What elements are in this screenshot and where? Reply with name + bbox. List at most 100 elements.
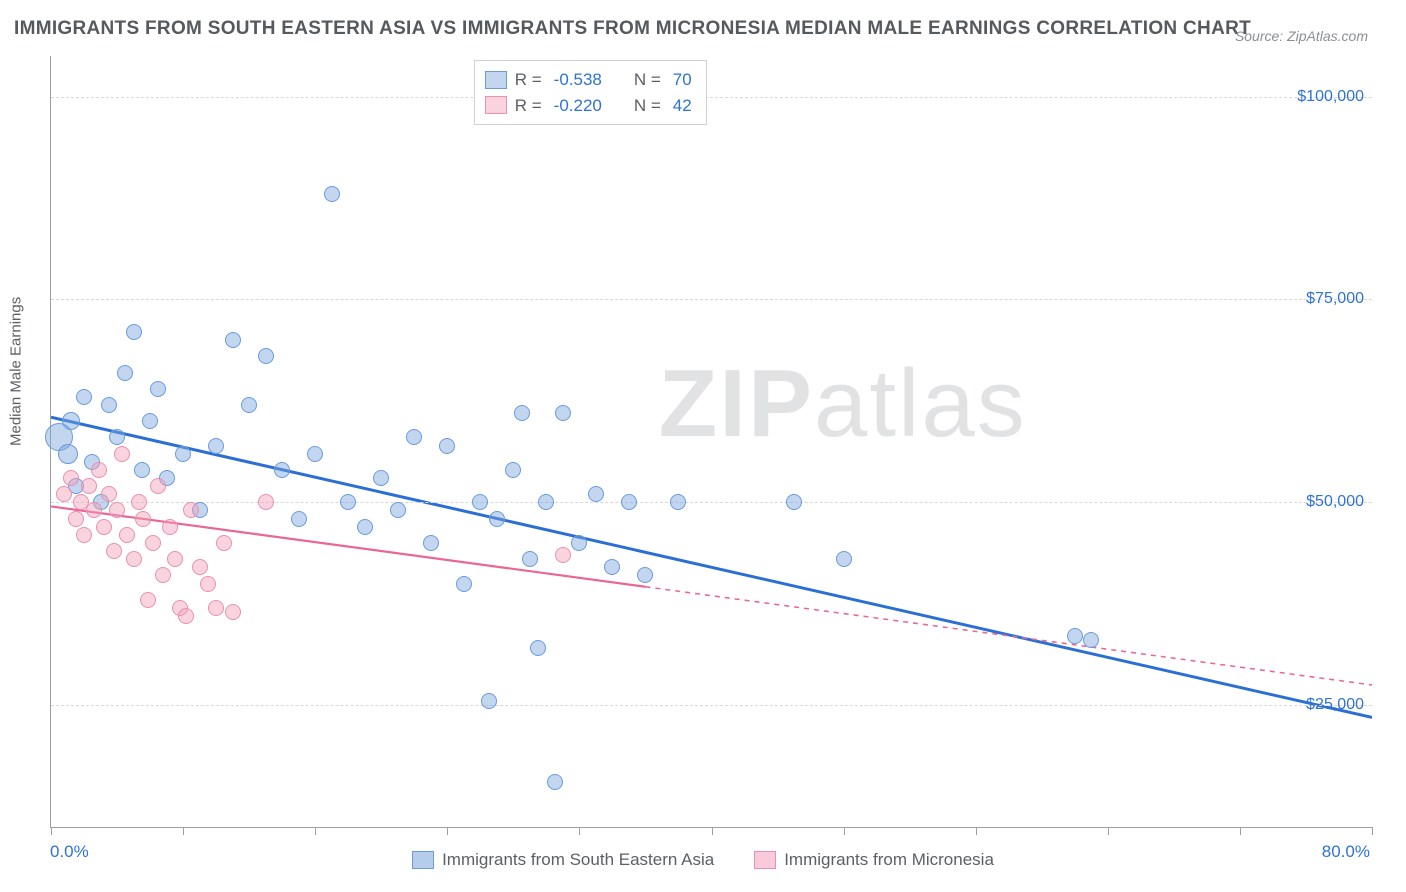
data-point (208, 438, 224, 454)
data-point (1083, 632, 1099, 648)
r-label: R = (515, 67, 542, 93)
r-value: -0.220 (554, 93, 602, 119)
correlation-legend: R = -0.538 N = 70 R = -0.220 N = 42 (474, 60, 707, 125)
data-point (258, 494, 274, 510)
source-label: Source: ZipAtlas.com (1235, 28, 1368, 44)
trend-lines-layer (51, 56, 1372, 827)
data-point (241, 397, 257, 413)
data-point (183, 502, 199, 518)
n-label: N = (634, 67, 661, 93)
data-point (119, 527, 135, 543)
data-point (150, 478, 166, 494)
data-point (423, 535, 439, 551)
n-value: 70 (673, 67, 692, 93)
watermark-rest: atlas (814, 350, 1027, 457)
data-point (131, 494, 147, 510)
data-point (481, 693, 497, 709)
x-tick (447, 827, 448, 835)
data-point (109, 502, 125, 518)
x-tick (315, 827, 316, 835)
data-point (530, 640, 546, 656)
data-point (836, 551, 852, 567)
data-point (439, 438, 455, 454)
x-tick (712, 827, 713, 835)
data-point (514, 405, 530, 421)
data-point (604, 559, 620, 575)
data-point (670, 494, 686, 510)
y-tick-label: $75,000 (1306, 290, 1364, 308)
data-point (200, 576, 216, 592)
data-point (340, 494, 356, 510)
data-point (637, 567, 653, 583)
data-point (357, 519, 373, 535)
data-point (258, 348, 274, 364)
x-tick (1372, 827, 1373, 835)
n-label: N = (634, 93, 661, 119)
n-value: 42 (673, 93, 692, 119)
x-tick (579, 827, 580, 835)
data-point (58, 444, 78, 464)
data-point (175, 446, 191, 462)
data-point (390, 502, 406, 518)
data-point (307, 446, 323, 462)
data-point (472, 494, 488, 510)
data-point (150, 381, 166, 397)
data-point (225, 604, 241, 620)
legend-swatch (485, 71, 507, 89)
data-point (109, 429, 125, 445)
legend-swatch (412, 851, 434, 869)
data-point (91, 462, 107, 478)
data-point (547, 774, 563, 790)
legend-row: R = -0.220 N = 42 (485, 93, 696, 119)
x-tick (1240, 827, 1241, 835)
data-point (291, 511, 307, 527)
x-tick (976, 827, 977, 835)
data-point (406, 429, 422, 445)
data-point (456, 576, 472, 592)
legend-label: Immigrants from Micronesia (784, 850, 994, 870)
data-point (126, 324, 142, 340)
data-point (162, 519, 178, 535)
r-value: -0.538 (554, 67, 602, 93)
trend-line (51, 417, 1372, 717)
watermark-bold: ZIP (659, 350, 814, 457)
data-point (216, 535, 232, 551)
data-point (373, 470, 389, 486)
data-point (140, 592, 156, 608)
data-point (86, 502, 102, 518)
legend-row: R = -0.538 N = 70 (485, 67, 696, 93)
data-point (96, 519, 112, 535)
data-point (142, 413, 158, 429)
legend-swatch (485, 96, 507, 114)
data-point (225, 332, 241, 348)
data-point (155, 567, 171, 583)
x-tick (51, 827, 52, 835)
data-point (208, 600, 224, 616)
data-point (588, 486, 604, 502)
data-point (274, 462, 290, 478)
gridline (51, 502, 1372, 503)
data-point (324, 186, 340, 202)
data-point (101, 486, 117, 502)
data-point (1067, 628, 1083, 644)
data-point (63, 470, 79, 486)
data-point (134, 462, 150, 478)
data-point (555, 405, 571, 421)
series-legend: Immigrants from South Eastern Asia Immigr… (0, 850, 1406, 870)
r-label: R = (515, 93, 542, 119)
data-point (106, 543, 122, 559)
data-point (62, 412, 80, 430)
data-point (178, 608, 194, 624)
data-point (135, 511, 151, 527)
data-point (145, 535, 161, 551)
gridline (51, 705, 1372, 706)
y-axis-label: Median Male Earnings (8, 297, 25, 446)
trend-line-dashed (645, 587, 1372, 685)
data-point (538, 494, 554, 510)
data-point (571, 535, 587, 551)
legend-label: Immigrants from South Eastern Asia (442, 850, 714, 870)
y-tick-label: $100,000 (1297, 88, 1364, 106)
data-point (489, 511, 505, 527)
data-point (101, 397, 117, 413)
data-point (522, 551, 538, 567)
